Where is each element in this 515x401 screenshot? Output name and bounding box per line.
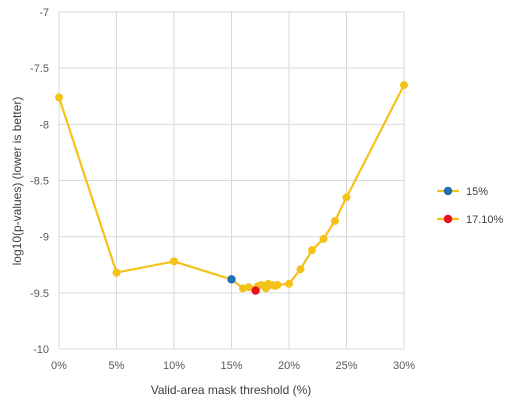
data-point (112, 268, 121, 277)
data-point (308, 246, 316, 255)
gridlines (58, 11, 405, 350)
y-tick-label: -9 (39, 232, 49, 244)
x-tick-label: 10% (163, 360, 185, 372)
x-tick-label: 5% (109, 360, 125, 372)
data-point (331, 216, 339, 225)
x-axis-title: Valid-area mask threshold (%) (151, 383, 312, 397)
data-point (285, 279, 293, 288)
legend-swatch-marker (443, 186, 453, 196)
x-tick-label: 0% (51, 360, 67, 372)
data-point (319, 234, 328, 243)
x-tick-label: 20% (278, 360, 300, 372)
data-point (170, 257, 178, 266)
legend-swatch-marker (443, 214, 453, 224)
x-tick-label: 25% (335, 360, 357, 372)
y-tick-label: -10 (33, 344, 49, 356)
y-tick-label: -8.5 (30, 176, 49, 188)
x-tick-labels: 0% 5% 10% 15% 20% 25% 30% (51, 360, 415, 372)
legend-label: 15% (466, 186, 488, 198)
data-point (273, 280, 282, 289)
data-point (342, 193, 351, 202)
data-point (400, 81, 408, 90)
x-tick-label: 30% (393, 360, 415, 372)
data-point (296, 265, 305, 274)
y-tick-label: -7 (39, 7, 49, 19)
legend-label: 17.10% (466, 214, 504, 226)
y-tick-label: -7.5 (30, 63, 49, 75)
y-tick-label: -9.5 (30, 288, 49, 300)
highlight-point (251, 286, 260, 295)
y-axis-title: log10(p-values) (lower is better) (10, 97, 24, 266)
y-tick-label: -8 (39, 119, 49, 131)
x-tick-label: 15% (220, 360, 242, 372)
data-point (55, 93, 63, 102)
highlight-layer (227, 275, 260, 295)
highlight-point (227, 275, 236, 284)
legend: 15% 17.10% (437, 186, 504, 226)
y-tick-labels: -7 -7.5 -8 -8.5 -9 -9.5 -10 (30, 7, 49, 356)
